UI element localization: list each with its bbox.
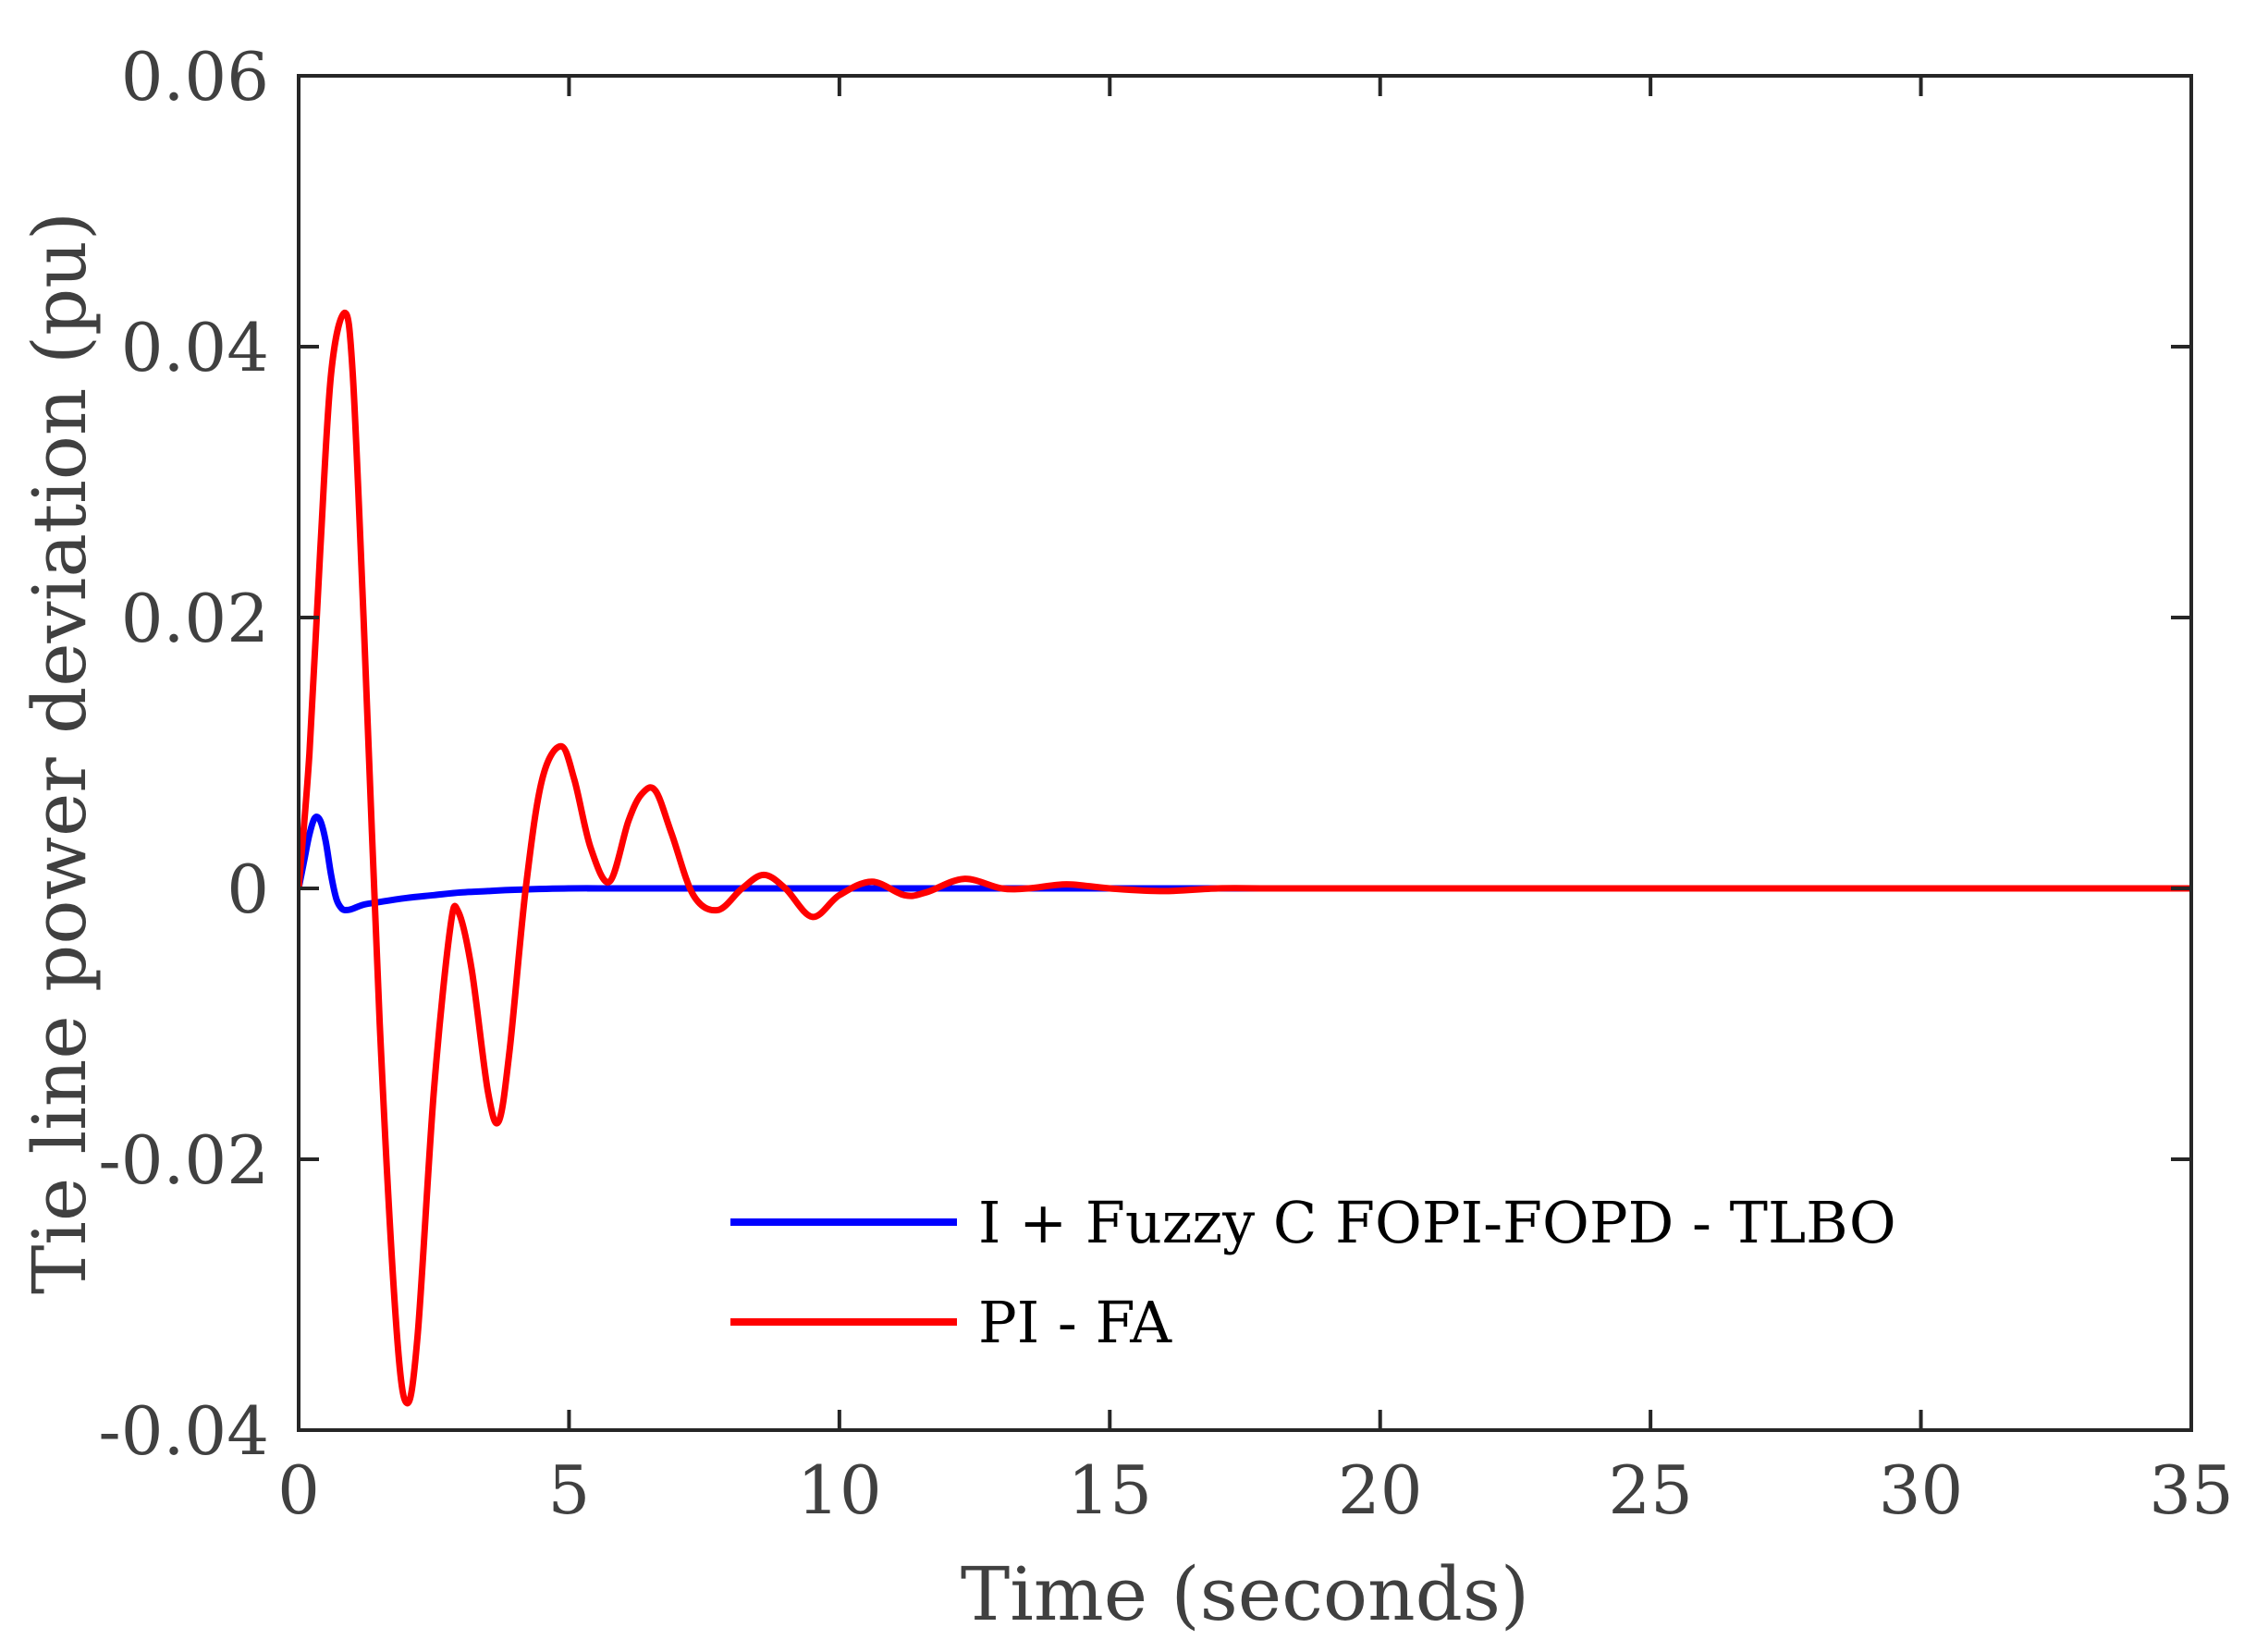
series-line-0 <box>299 814 2191 913</box>
x-tick-label: 10 <box>797 1451 882 1529</box>
y-tick-label: 0 <box>227 850 269 928</box>
series-line-1 <box>299 309 2191 1407</box>
y-tick-label: -0.02 <box>98 1121 269 1199</box>
y-tick-label: 0.02 <box>121 580 269 657</box>
axis-ticks <box>297 74 2193 1432</box>
y-tick-label: 0.06 <box>121 38 269 116</box>
axes-frame <box>297 74 2193 1432</box>
x-tick-label: 15 <box>1067 1451 1152 1529</box>
plot-area <box>299 309 2191 1407</box>
x-tick-label: 25 <box>1608 1451 1693 1529</box>
legend-entry-series-1: PI - FA <box>978 1289 1172 1356</box>
x-tick-label: 35 <box>2149 1451 2234 1529</box>
x-tick-label: 20 <box>1338 1451 1423 1529</box>
y-tick-label: 0.04 <box>121 309 269 386</box>
x-tick-label: 5 <box>548 1451 591 1529</box>
x-tick-label: 0 <box>277 1451 320 1529</box>
x-tick-label: 30 <box>1879 1451 1964 1529</box>
x-axis-title: Time (seconds) <box>961 1551 1529 1637</box>
y-axis-title: Tie line power deviation (pu) <box>17 212 103 1294</box>
legend: I + Fuzzy C FOPI-FOPD - TLBO PI - FA <box>730 1189 1896 1356</box>
legend-entry-series-0: I + Fuzzy C FOPI-FOPD - TLBO <box>978 1189 1896 1256</box>
y-tick-label: -0.04 <box>98 1392 269 1470</box>
tick-labels: 0 5 10 15 20 25 30 35 -0.04 -0.02 0 0.02 0.04 0.06 <box>98 38 2233 1529</box>
